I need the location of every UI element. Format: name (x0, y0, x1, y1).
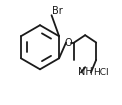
Text: O: O (65, 37, 72, 48)
Text: NH: NH (78, 67, 92, 77)
Text: Br: Br (52, 6, 63, 16)
Text: HCl: HCl (94, 68, 109, 77)
